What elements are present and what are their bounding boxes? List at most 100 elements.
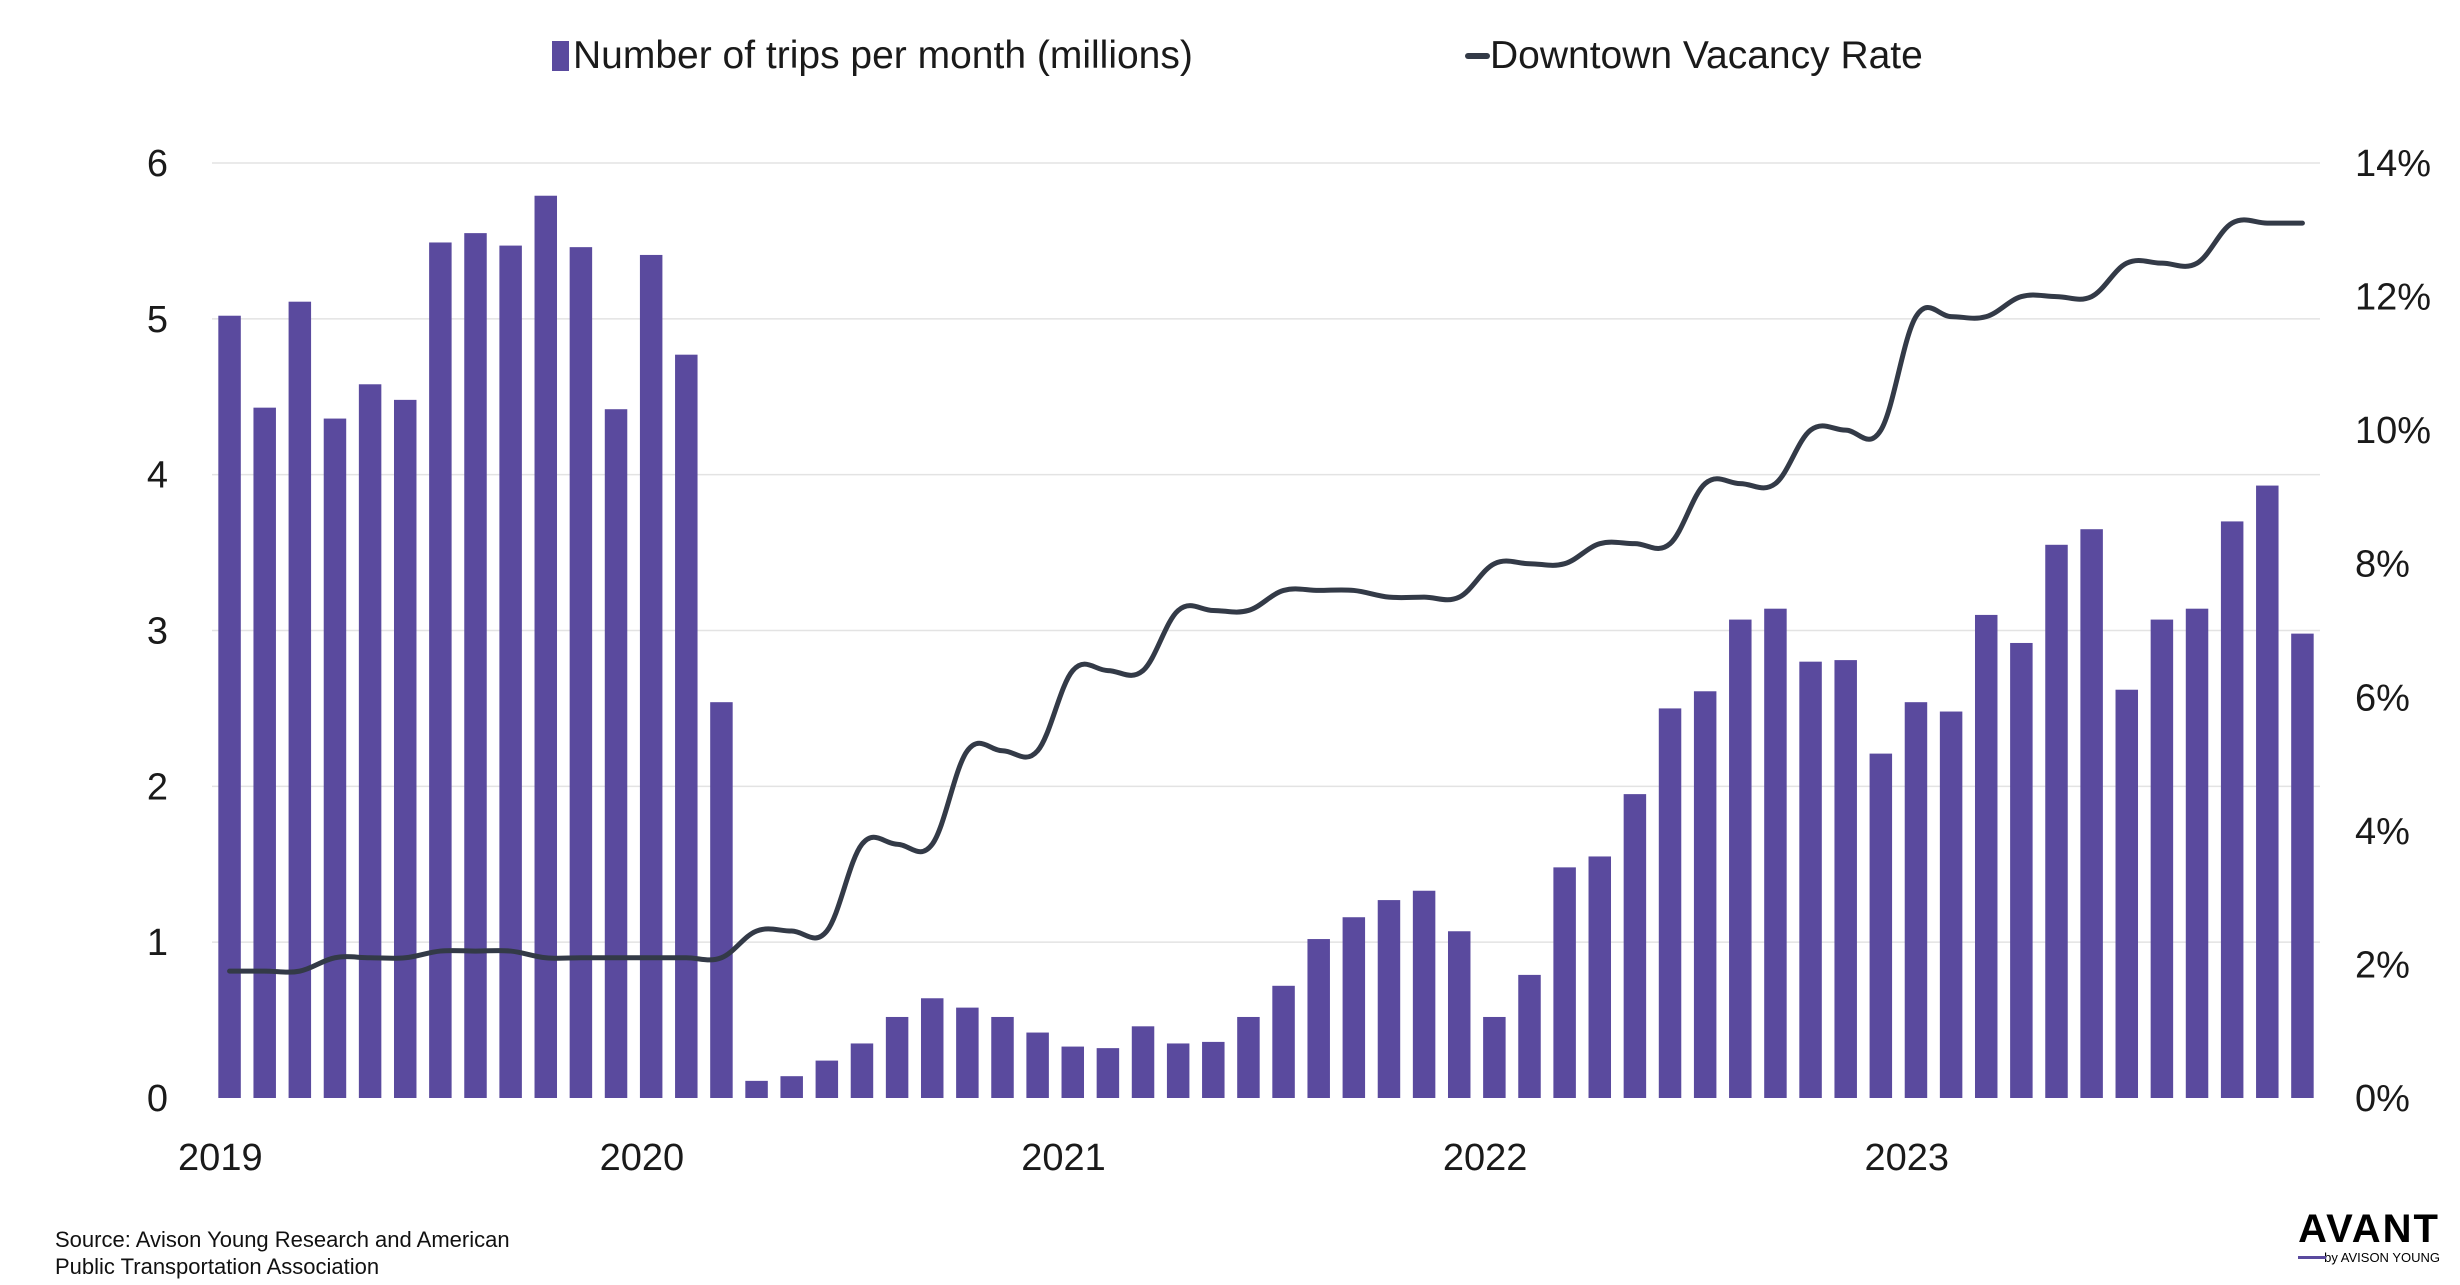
bar (1939, 711, 1963, 1098)
left-tick-label: 0 (147, 1078, 168, 1120)
x-tick-label: 2020 (600, 1137, 685, 1179)
bar (1131, 1026, 1155, 1098)
bar (1237, 1016, 1260, 1098)
bar (1553, 867, 1576, 1098)
left-tick-label: 5 (147, 299, 168, 341)
bar (1377, 900, 1401, 1098)
source-note: Source: Avison Young Research and Americ… (55, 1226, 510, 1280)
bar (1869, 753, 1893, 1098)
bar (2291, 633, 2314, 1098)
bar (1026, 1032, 1049, 1098)
bar (1764, 608, 1787, 1098)
bar (2045, 544, 2068, 1098)
legend-swatch-bars (552, 41, 569, 71)
bar (1166, 1043, 1190, 1098)
bar (2080, 529, 2103, 1098)
line-series (227, 217, 2305, 975)
bar (885, 1016, 909, 1098)
left-tick-label: 6 (147, 143, 168, 185)
right-tick-label: 14% (2355, 143, 2431, 185)
bar (675, 354, 698, 1098)
right-tick-label: 4% (2355, 811, 2410, 853)
bar (1623, 794, 1647, 1098)
bar (710, 702, 733, 1098)
bar (1729, 619, 1752, 1098)
bar (604, 409, 628, 1098)
logo-accent-bar (2298, 1256, 2327, 1259)
right-tick-label: 6% (2355, 677, 2410, 719)
right-tick-label: 10% (2355, 410, 2431, 452)
bar (1342, 917, 1366, 1098)
bar (1693, 691, 1717, 1098)
legend-label-line: Downtown Vacancy Rate (1490, 34, 1923, 77)
left-tick-label: 3 (147, 611, 168, 653)
bar (1588, 856, 1612, 1098)
source-line-1: Source: Avison Young Research and Americ… (55, 1227, 510, 1252)
bar (288, 301, 312, 1099)
bar-series (218, 195, 2314, 1099)
bar (1272, 985, 1295, 1098)
bar (358, 384, 382, 1098)
bar (1447, 931, 1471, 1098)
x-tick-label: 2023 (1864, 1137, 1949, 1179)
bar (323, 418, 347, 1099)
x-tick-label: 2021 (1021, 1137, 1106, 1179)
bar (429, 242, 452, 1099)
left-tick-label: 2 (147, 766, 168, 808)
logo-byline: by AVISON YOUNG (2324, 1250, 2440, 1265)
logo-wordmark: AVANT (2298, 1207, 2440, 1251)
bar (1483, 1016, 1506, 1098)
bar (1834, 660, 1857, 1098)
bar (253, 407, 276, 1098)
bar (2256, 485, 2279, 1098)
bar (464, 233, 487, 1098)
right-tick-label: 8% (2355, 544, 2410, 586)
bar (534, 195, 558, 1099)
bar (991, 1016, 1014, 1098)
bar (780, 1076, 803, 1098)
legend-swatch-line (1465, 53, 1490, 59)
bar (1658, 708, 1682, 1098)
bar (850, 1043, 874, 1098)
bar (1307, 939, 1330, 1098)
bar (2010, 642, 2033, 1098)
bar (1202, 1041, 1225, 1098)
left-tick-label: 4 (147, 455, 168, 497)
bar (2115, 689, 2139, 1098)
bar (1799, 661, 1822, 1098)
x-tick-label: 2022 (1443, 1137, 1528, 1179)
left-tick-label: 1 (147, 922, 168, 964)
bar (1061, 1046, 1085, 1098)
bar (2185, 608, 2209, 1098)
left-axis-ticks: 0 1 2 3 4 5 6 (147, 143, 168, 1120)
right-tick-label: 0% (2355, 1078, 2410, 1120)
bar (1412, 890, 1436, 1098)
right-tick-label: 2% (2355, 944, 2410, 986)
x-tick-label: 2019 (178, 1137, 263, 1179)
bar (815, 1060, 839, 1098)
right-tick-label: 12% (2355, 277, 2431, 319)
source-line-2: Public Transportation Association (55, 1254, 380, 1279)
bar (499, 245, 522, 1098)
vacancy-rate-line (227, 217, 2305, 975)
legend: Number of trips per month (millions) Dow… (552, 34, 1923, 77)
bar (956, 1007, 979, 1098)
bar (393, 399, 417, 1098)
x-axis-ticks: 2019 2020 2021 2022 2023 (178, 1137, 1949, 1179)
bar (2220, 521, 2244, 1098)
bar (2150, 619, 2174, 1098)
bar (1904, 702, 1928, 1098)
bar (639, 254, 663, 1099)
legend-label-bars: Number of trips per month (millions) (573, 34, 1193, 77)
bar (1974, 614, 1998, 1098)
right-axis-ticks: 0% 2% 4% 6% 8% 10% 12% 14% (2355, 143, 2431, 1120)
bar (218, 315, 241, 1098)
bar (1096, 1048, 1120, 1098)
avant-logo: AVANT by AVISON YOUNG (2298, 1208, 2440, 1266)
bar (920, 998, 944, 1098)
gridlines (212, 162, 2320, 943)
bar (569, 247, 593, 1098)
bar (1518, 974, 1541, 1098)
bar (745, 1080, 768, 1098)
